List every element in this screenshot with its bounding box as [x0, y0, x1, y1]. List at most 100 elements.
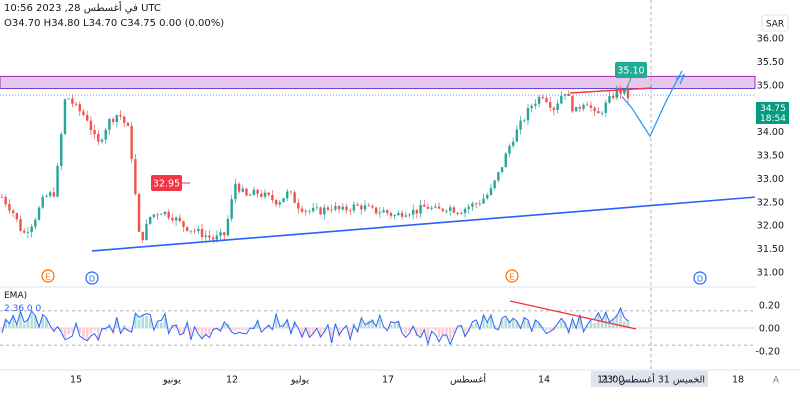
candle-body[interactable]: [478, 203, 482, 205]
candle-body[interactable]: [245, 188, 248, 196]
candle-body[interactable]: [352, 204, 356, 211]
candle-body[interactable]: [330, 209, 333, 211]
candle-body[interactable]: [400, 212, 404, 217]
candle-body[interactable]: [219, 232, 222, 236]
candle-body[interactable]: [374, 207, 378, 214]
candle-body[interactable]: [382, 210, 385, 213]
candle-body[interactable]: [393, 215, 396, 217]
candle-body[interactable]: [34, 219, 37, 227]
candle-body[interactable]: [445, 210, 448, 212]
candle-body[interactable]: [71, 98, 74, 104]
candle-body[interactable]: [145, 223, 148, 240]
candle-body[interactable]: [326, 207, 330, 210]
candle-body[interactable]: [241, 188, 244, 192]
candle-body[interactable]: [126, 122, 130, 126]
top-trendline[interactable]: [569, 87, 653, 94]
candle-body[interactable]: [456, 212, 459, 214]
candle-body[interactable]: [282, 198, 285, 203]
candle-body[interactable]: [578, 107, 582, 109]
candle-body[interactable]: [311, 207, 315, 212]
candle-body[interactable]: [104, 129, 107, 140]
candle-body[interactable]: [134, 159, 137, 195]
candle-body[interactable]: [226, 218, 230, 236]
candle-body[interactable]: [619, 87, 622, 94]
candle-body[interactable]: [200, 228, 204, 238]
event-marker-earnings-1[interactable]: E: [41, 269, 55, 283]
candle-body[interactable]: [345, 206, 348, 211]
candle-body[interactable]: [300, 208, 304, 212]
candle-body[interactable]: [574, 107, 578, 112]
candle-body[interactable]: [85, 114, 89, 121]
candle-body[interactable]: [167, 211, 170, 218]
candle-body[interactable]: [137, 194, 141, 232]
auto-scale-button[interactable]: A: [773, 376, 780, 386]
candle-body[interactable]: [430, 207, 433, 209]
candle-body[interactable]: [248, 195, 252, 196]
candle-body[interactable]: [515, 129, 519, 142]
candle-body[interactable]: [623, 90, 626, 94]
candle-body[interactable]: [597, 111, 600, 114]
candle-body[interactable]: [463, 208, 467, 214]
candle-body[interactable]: [148, 216, 152, 224]
candle-body[interactable]: [519, 120, 522, 130]
candle-body[interactable]: [26, 232, 30, 233]
candle-body[interactable]: [434, 206, 437, 208]
projection-path[interactable]: [621, 70, 683, 138]
candle-body[interactable]: [437, 206, 441, 209]
candle-body[interactable]: [467, 206, 470, 209]
candle-body[interactable]: [363, 205, 367, 210]
candle-body[interactable]: [389, 212, 393, 216]
candle-body[interactable]: [82, 111, 85, 115]
candle-body[interactable]: [45, 195, 48, 197]
candle-body[interactable]: [160, 214, 163, 216]
candle-body[interactable]: [486, 194, 489, 199]
candle-body[interactable]: [141, 231, 144, 240]
candle-body[interactable]: [211, 237, 215, 240]
candle-body[interactable]: [348, 210, 352, 212]
candle-body[interactable]: [48, 192, 52, 196]
candle-body[interactable]: [626, 90, 630, 99]
candle-body[interactable]: [452, 207, 456, 213]
candle-body[interactable]: [182, 221, 185, 227]
candle-body[interactable]: [193, 230, 196, 232]
candle-body[interactable]: [197, 228, 200, 232]
low-callout[interactable]: 32.95: [151, 175, 190, 191]
candle-body[interactable]: [408, 214, 411, 216]
candle-body[interactable]: [130, 125, 133, 160]
candle-body[interactable]: [237, 183, 241, 192]
candle-body[interactable]: [549, 102, 552, 108]
candle-body[interactable]: [111, 119, 115, 122]
candle-body[interactable]: [123, 116, 126, 123]
candle-body[interactable]: [360, 205, 363, 210]
candle-body[interactable]: [308, 210, 311, 212]
candle-body[interactable]: [278, 202, 282, 205]
candle-body[interactable]: [152, 214, 156, 217]
candle-body[interactable]: [115, 115, 119, 122]
candle-body[interactable]: [530, 105, 533, 109]
candle-body[interactable]: [441, 208, 444, 211]
candle-body[interactable]: [263, 192, 267, 197]
candle-body[interactable]: [297, 202, 300, 209]
price-axis[interactable]: 36.0035.5035.0034.5034.0033.5033.0032.50…: [757, 34, 784, 279]
indicator-divergence-line[interactable]: [509, 300, 637, 330]
candle-body[interactable]: [415, 209, 419, 214]
candle-body[interactable]: [608, 96, 611, 103]
candle-body[interactable]: [37, 207, 41, 220]
candle-body[interactable]: [234, 183, 237, 200]
candle-body[interactable]: [460, 213, 463, 214]
candle-body[interactable]: [23, 230, 26, 233]
candle-body[interactable]: [63, 99, 67, 135]
candle-body[interactable]: [230, 199, 233, 219]
candle-body[interactable]: [341, 206, 344, 210]
candle-body[interactable]: [378, 212, 382, 214]
candle-body[interactable]: [567, 94, 570, 97]
candle-body[interactable]: [223, 232, 226, 236]
candle-body[interactable]: [545, 97, 548, 103]
currency-button[interactable]: SAR: [761, 14, 789, 32]
candle-body[interactable]: [508, 145, 511, 154]
candle-body[interactable]: [523, 120, 526, 122]
candle-body[interactable]: [571, 96, 574, 112]
candle-body[interactable]: [397, 212, 400, 216]
candle-body[interactable]: [426, 206, 430, 209]
candle-body[interactable]: [541, 96, 545, 98]
